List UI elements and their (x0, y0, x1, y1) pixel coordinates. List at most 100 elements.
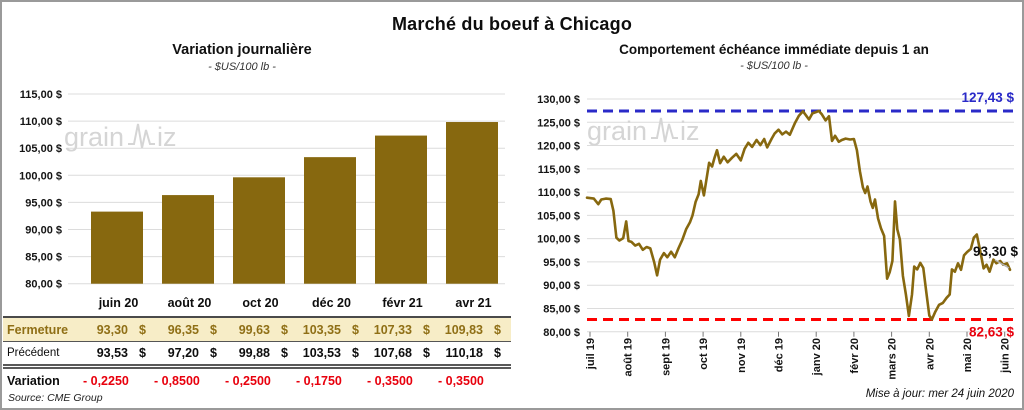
y-axis-tick-label: 125,00 $ (537, 117, 580, 129)
x-axis-tick-label: janv 20 (811, 338, 823, 376)
value-number: - 0,3500 (367, 374, 413, 388)
currency-sign (413, 374, 430, 388)
value-number: 110,18 (445, 346, 483, 360)
bar (446, 122, 498, 284)
x-axis-tick-label: juil 19 (585, 338, 597, 370)
x-axis-tick-label: nov 19 (736, 338, 748, 373)
x-axis-tick-label: sept 19 (660, 338, 672, 376)
y-axis-tick-label: 85,00 $ (25, 252, 62, 264)
x-axis-tick-label: août 19 (623, 338, 635, 377)
last-point-leader-line (994, 259, 1010, 269)
y-axis-tick-label: 115,00 $ (538, 164, 580, 176)
value-number: - 0,8500 (154, 374, 200, 388)
y-axis-tick-label: 130,00 $ (537, 94, 580, 106)
row-label: Précédent (7, 347, 60, 359)
line-chart-title: Comportement échéance immédiate depuis 1… (619, 42, 929, 57)
bar-chart-subtitle: - $US/100 lb - (208, 61, 276, 73)
row-label-cell: Variation (3, 374, 83, 388)
x-axis-tick-label: mai 20 (962, 338, 974, 372)
currency-sign: $ (139, 346, 146, 360)
line-chart-subtitle: - $US/100 lb - (740, 60, 808, 72)
source-note: Source: CME Group (8, 392, 103, 404)
y-axis-tick-label: 100,00 $ (537, 234, 580, 246)
currency-sign: $ (281, 322, 288, 337)
table-row-fermeture: Fermeture 93,30 $96,35 $99,63 $103,35 $107,33… (3, 318, 511, 342)
y-axis-tick-label: 105,00 $ (537, 210, 580, 222)
value-cell: 103,53 $ (296, 346, 367, 360)
y-axis-tick-label: 110,00 $ (538, 187, 580, 199)
currency-sign: $ (352, 346, 359, 360)
value-cell: - 0,3500 (367, 374, 438, 388)
value-number: - 0,2500 (225, 374, 271, 388)
y-axis-tick-label: 120,00 $ (537, 141, 580, 153)
y-axis-tick-label: 110,00 $ (20, 116, 62, 128)
row-label: Variation (7, 374, 60, 388)
bar (375, 135, 427, 284)
x-axis-tick-label: juin 20 (1000, 338, 1012, 374)
value-cell: - 0,3500 (438, 374, 509, 388)
row-label: Fermeture (7, 322, 69, 337)
value-cell: - 0,2500 (225, 374, 296, 388)
currency-sign: $ (352, 322, 359, 337)
front-month-line-chart: 130,00 $ 125,00 $ 120,00 $ 115,00 $ 110,00 $… (537, 90, 1018, 380)
y-axis-tick-label: 115,00 $ (20, 89, 62, 101)
currency-sign (271, 374, 288, 388)
y-axis-tick-label: 105,00 $ (19, 143, 62, 155)
watermark-zigzag-icon (128, 123, 155, 149)
value-cell: 110,18 $ (438, 346, 509, 360)
value-cell: 107,68 $ (367, 346, 438, 360)
currency-sign: $ (494, 346, 501, 360)
month-header-cell: avr 21 (455, 296, 492, 310)
grainwiz-watermark: grain iz (64, 122, 177, 152)
currency-sign: $ (139, 322, 146, 337)
value-cell: - 0,2250 (83, 374, 154, 388)
page-title: Marché du boeuf à Chicago (391, 14, 633, 34)
value-number: - 0,1750 (296, 374, 342, 388)
value-number: 107,68 (373, 346, 412, 360)
value-cell: 93,53 $ (83, 346, 154, 360)
currency-sign: $ (423, 322, 430, 337)
month-header-cell: août 20 (167, 296, 212, 310)
watermark-text: iz (680, 116, 700, 146)
x-axis-tick-label: déc 19 (774, 338, 786, 372)
currency-sign: $ (494, 322, 501, 337)
updated-note: Mise à jour: mer 24 juin 2020 (865, 388, 1014, 400)
value-cell: 109,83 $ (438, 323, 509, 337)
value-number: 97,20 (167, 346, 199, 360)
month-header-cell: févr 21 (382, 296, 423, 310)
bar-chart-title: Variation journalière (172, 42, 312, 58)
value-cell: 97,20 $ (154, 346, 225, 360)
futures-table: juin 20 août 20 oct 20 déc 20 févr 21 avr 21 F… (3, 290, 511, 393)
low-value-label: 82,63 $ (969, 325, 1015, 340)
y-axis-tick-label: 100,00 $ (19, 170, 62, 182)
bar (304, 157, 356, 284)
row-label-cell: Précédent (3, 347, 83, 359)
value-cell: 93,30 $ (83, 323, 154, 337)
table-row-variation: Variation - 0,2250 - 0,8500 - 0,2500 - 0,175… (3, 369, 511, 393)
y-axis-tick-label: 95,00 $ (543, 257, 580, 269)
value-number: 99,88 (238, 346, 270, 360)
currency-sign (129, 374, 146, 388)
month-header-cell: juin 20 (98, 296, 139, 310)
currency-sign: $ (423, 346, 430, 360)
y-axis-tick-label: 95,00 $ (25, 197, 62, 209)
watermark-text: grain (64, 122, 124, 152)
value-cell: 99,63 $ (225, 323, 296, 337)
y-axis-tick-label: 90,00 $ (25, 225, 62, 237)
value-number: 96,35 (167, 322, 199, 337)
y-axis-tick-label: 85,00 $ (543, 303, 580, 315)
table-row-precedent: Précédent 93,53 $97,20 $99,88 $103,53 $107,68… (3, 342, 511, 369)
value-cell: - 0,1750 (296, 374, 367, 388)
x-axis-tick-label: févr 20 (849, 338, 861, 373)
value-number: 93,30 (96, 322, 128, 337)
watermark-text: grain (587, 116, 647, 146)
value-number: 93,53 (96, 346, 128, 360)
price-line (585, 109, 1012, 321)
value-cell: - 0,8500 (154, 374, 225, 388)
daily-variation-bar-chart: 115,00 $ 110,00 $ 105,00 $ 100,00 $ 95,00 $ 9… (19, 89, 505, 291)
currency-sign (342, 374, 359, 388)
bar (233, 177, 285, 284)
table-header-row: juin 20 août 20 oct 20 déc 20 févr 21 avr 21 (3, 290, 511, 318)
value-number: 103,35 (302, 322, 341, 337)
